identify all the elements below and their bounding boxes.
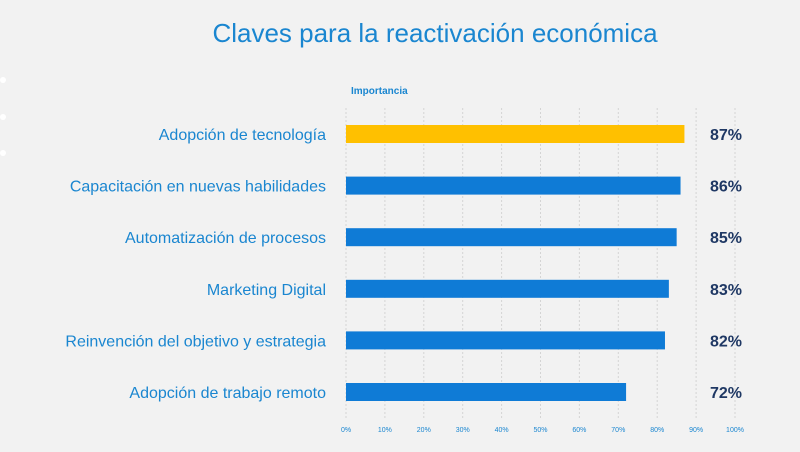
x-axis-ticks: 0% 10% 20% 30% 40% 50% 60% 70% 80% 90% 100%	[341, 427, 744, 434]
x-tick-label: 40%	[495, 427, 509, 434]
bars	[346, 125, 684, 401]
bar	[346, 177, 681, 195]
data-label: 83%	[710, 282, 742, 299]
category-label: Marketing Digital	[207, 282, 326, 299]
x-tick-label: 0%	[341, 427, 351, 434]
value-labels: 87% 86% 85% 83% 82% 72%	[710, 127, 742, 402]
x-tick-label: 90%	[689, 427, 703, 434]
x-tick-label: 20%	[417, 427, 431, 434]
x-tick-label: 80%	[650, 427, 664, 434]
bar	[346, 228, 677, 246]
x-tick-label: 30%	[456, 427, 470, 434]
x-tick-label: 100%	[726, 427, 744, 434]
gridlines	[346, 108, 735, 418]
category-label: Automatización de procesos	[125, 230, 326, 247]
bar	[346, 331, 665, 349]
bar	[346, 280, 669, 298]
bar	[346, 125, 684, 143]
x-tick-label: 60%	[572, 427, 586, 434]
category-label: Capacitación en nuevas habilidades	[70, 179, 326, 196]
data-label: 87%	[710, 127, 742, 144]
legend-label: Importancia	[351, 86, 408, 97]
data-label: 85%	[710, 230, 742, 247]
chart-title: Claves para la reactivación económica	[0, 18, 800, 49]
category-label: Adopción de trabajo remoto	[129, 385, 326, 402]
x-tick-label: 10%	[378, 427, 392, 434]
data-label: 86%	[710, 179, 742, 196]
category-labels: Adopción de tecnología Capacitación en nu…	[65, 127, 326, 402]
data-label: 72%	[710, 385, 742, 402]
data-label: 82%	[710, 333, 742, 350]
category-label: Reinvención del objetivo y estrategia	[65, 333, 326, 350]
x-tick-label: 70%	[611, 427, 625, 434]
category-label: Adopción de tecnología	[159, 127, 326, 144]
bar	[346, 383, 626, 401]
x-tick-label: 50%	[533, 427, 547, 434]
